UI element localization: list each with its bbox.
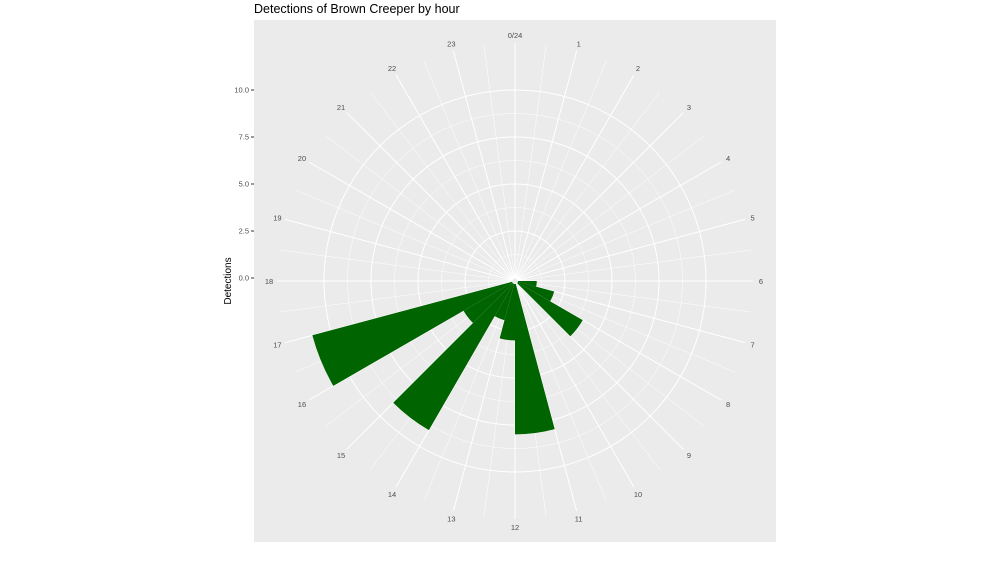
grid-spoke-minor-41 [326, 135, 513, 280]
hour-label-11: 11 [575, 515, 583, 524]
grid-spoke-minor-15 [517, 281, 735, 373]
grid-spoke-44 [395, 74, 514, 279]
bar-hour-15 [463, 282, 513, 324]
hour-label-21: 21 [337, 103, 345, 112]
grid-spoke-minor-35 [279, 281, 513, 313]
hour-label-layer: 0/24123456789101112131415161718192021222… [265, 31, 763, 532]
hour-label-7: 7 [751, 341, 755, 350]
grid-spoke-minor-13 [517, 281, 751, 313]
y-axis-label: Detections [223, 257, 234, 304]
hour-label-12: 12 [511, 523, 519, 532]
hour-label-10: 10 [634, 490, 642, 499]
y-axis-layer: 0.0 2.5 5.0 7.5 10.0 [234, 86, 254, 283]
bar-hour-11 [515, 283, 555, 435]
grid-spoke-minor-9 [517, 189, 735, 281]
hour-label-14: 14 [388, 490, 396, 499]
grid-spoke-minor-5 [516, 92, 661, 279]
grid-spoke-4 [516, 74, 635, 279]
grid-spoke-46 [452, 50, 515, 279]
hour-label-15: 15 [337, 451, 345, 460]
hour-label-4: 4 [726, 154, 730, 163]
grid-spoke-minor-3 [515, 61, 607, 279]
hour-label-3: 3 [687, 103, 691, 112]
chart-title: Detections of Brown Creeper by hour [254, 2, 460, 16]
grid-spoke-minor-37 [279, 249, 513, 281]
hour-label-20: 20 [298, 154, 306, 163]
bar-hour-7 [517, 281, 555, 302]
grid-spoke-20 [516, 283, 635, 488]
grid-spoke-10 [517, 218, 746, 281]
y-tick-label-1: 2.5 [239, 227, 249, 236]
y-tick-label-2: 5.0 [239, 180, 249, 189]
hour-label-13: 13 [447, 515, 455, 524]
bar-hour-12 [499, 283, 515, 341]
hour-label-17: 17 [273, 341, 281, 350]
grid-spoke-minor-43 [369, 92, 514, 279]
hour-label-5: 5 [751, 213, 755, 222]
grid-spoke-2 [515, 50, 578, 279]
grid-spoke-minor-1 [515, 45, 547, 279]
grid-spoke-minor-27 [423, 283, 515, 501]
y-tick-label-4: 10.0 [234, 86, 249, 95]
hour-label-23: 23 [447, 39, 455, 48]
bar-hour-8 [517, 282, 583, 337]
grid-spoke-42 [346, 112, 514, 280]
hour-label-18: 18 [265, 277, 273, 286]
grid-spoke-14 [517, 281, 746, 344]
hour-label-1: 1 [577, 39, 581, 48]
grid-spoke-minor-45 [423, 61, 515, 279]
grid-spoke-38 [284, 218, 513, 281]
hour-label-0: 0/24 [508, 31, 523, 40]
grid-spoke-minor-21 [515, 283, 607, 501]
bar-layer [312, 281, 583, 435]
grid-spoke-minor-39 [295, 189, 513, 281]
grid-spoke-22 [515, 283, 578, 512]
bar-hour-13 [494, 283, 515, 321]
hour-label-6: 6 [759, 277, 763, 286]
bar-hour-6 [517, 281, 537, 287]
grid-spoke-minor-19 [516, 283, 661, 470]
grid-spoke-minor-11 [517, 249, 751, 281]
hour-label-9: 9 [687, 451, 691, 460]
hour-label-8: 8 [726, 400, 730, 409]
y-tick-label-3: 7.5 [239, 133, 249, 142]
grid-spoke-8 [517, 161, 722, 280]
bar-hour-14 [393, 283, 514, 431]
grid-spoke-6 [516, 112, 684, 280]
grid-spoke-minor-47 [483, 45, 515, 279]
grid-spoke-minor-7 [517, 135, 704, 280]
hour-label-16: 16 [298, 400, 306, 409]
y-tick-label-0: 0.0 [239, 274, 249, 283]
grid-spoke-40 [308, 161, 513, 280]
bar-hour-16 [312, 281, 513, 386]
hour-label-2: 2 [636, 64, 640, 73]
hour-label-19: 19 [273, 213, 281, 222]
hour-label-22: 22 [388, 64, 396, 73]
